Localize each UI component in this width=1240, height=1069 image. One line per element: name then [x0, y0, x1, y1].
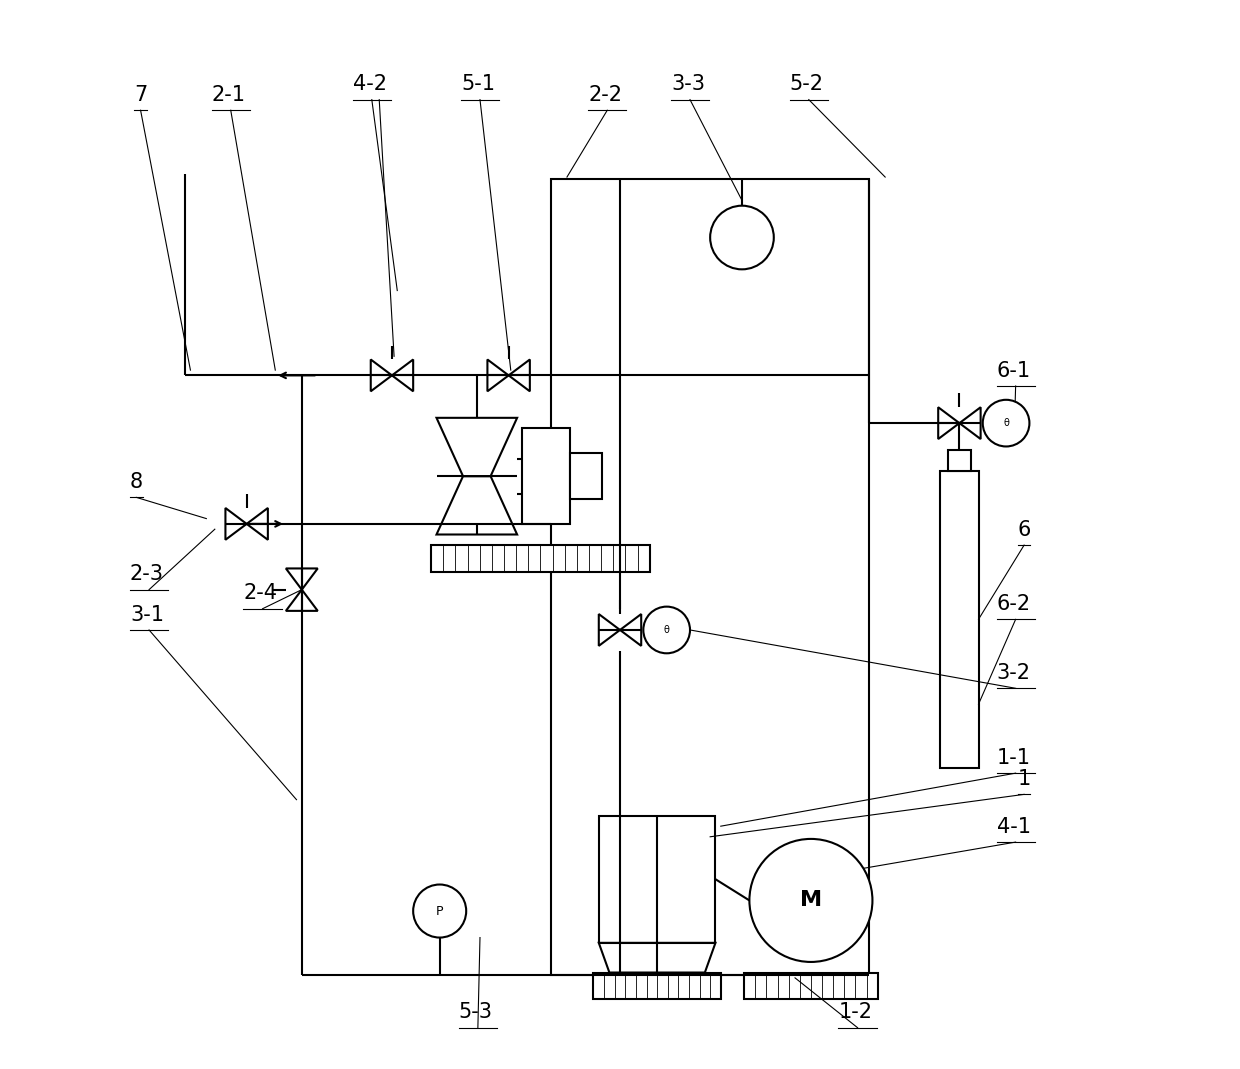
- Text: 1-2: 1-2: [838, 1003, 873, 1022]
- Text: 4-2: 4-2: [352, 75, 387, 94]
- Text: θ: θ: [1003, 418, 1009, 428]
- Bar: [522, 429, 570, 524]
- Bar: [947, 450, 971, 470]
- Circle shape: [413, 884, 466, 938]
- Text: P: P: [436, 904, 444, 917]
- Bar: [594, 973, 720, 1000]
- Text: θ: θ: [663, 625, 670, 635]
- Circle shape: [983, 400, 1029, 447]
- Text: 5-3: 5-3: [459, 1003, 492, 1022]
- Text: 2-2: 2-2: [588, 84, 622, 105]
- Text: 2-1: 2-1: [212, 84, 246, 105]
- Text: 1: 1: [1018, 769, 1030, 789]
- Bar: [599, 816, 715, 943]
- Circle shape: [644, 606, 689, 653]
- Text: 6: 6: [1018, 520, 1032, 540]
- Bar: [570, 453, 601, 499]
- Text: 3-3: 3-3: [671, 75, 704, 94]
- Text: 3-1: 3-1: [130, 605, 164, 624]
- Text: 3-2: 3-2: [997, 663, 1030, 683]
- Bar: [940, 470, 978, 768]
- Text: 7: 7: [134, 84, 148, 105]
- Text: 1-1: 1-1: [997, 748, 1030, 768]
- Text: 5-1: 5-1: [461, 75, 495, 94]
- Text: 2-4: 2-4: [243, 584, 278, 603]
- Text: 6-2: 6-2: [997, 594, 1030, 614]
- Circle shape: [711, 205, 774, 269]
- Text: 6-1: 6-1: [997, 360, 1030, 381]
- Text: 5-2: 5-2: [790, 75, 823, 94]
- Text: 8: 8: [130, 472, 143, 492]
- Bar: [551, 180, 869, 975]
- Text: 4-1: 4-1: [997, 817, 1030, 837]
- Bar: [432, 545, 650, 572]
- Text: 2-3: 2-3: [130, 564, 164, 585]
- Circle shape: [749, 839, 873, 962]
- Text: M: M: [800, 890, 822, 911]
- Bar: [744, 973, 878, 1000]
